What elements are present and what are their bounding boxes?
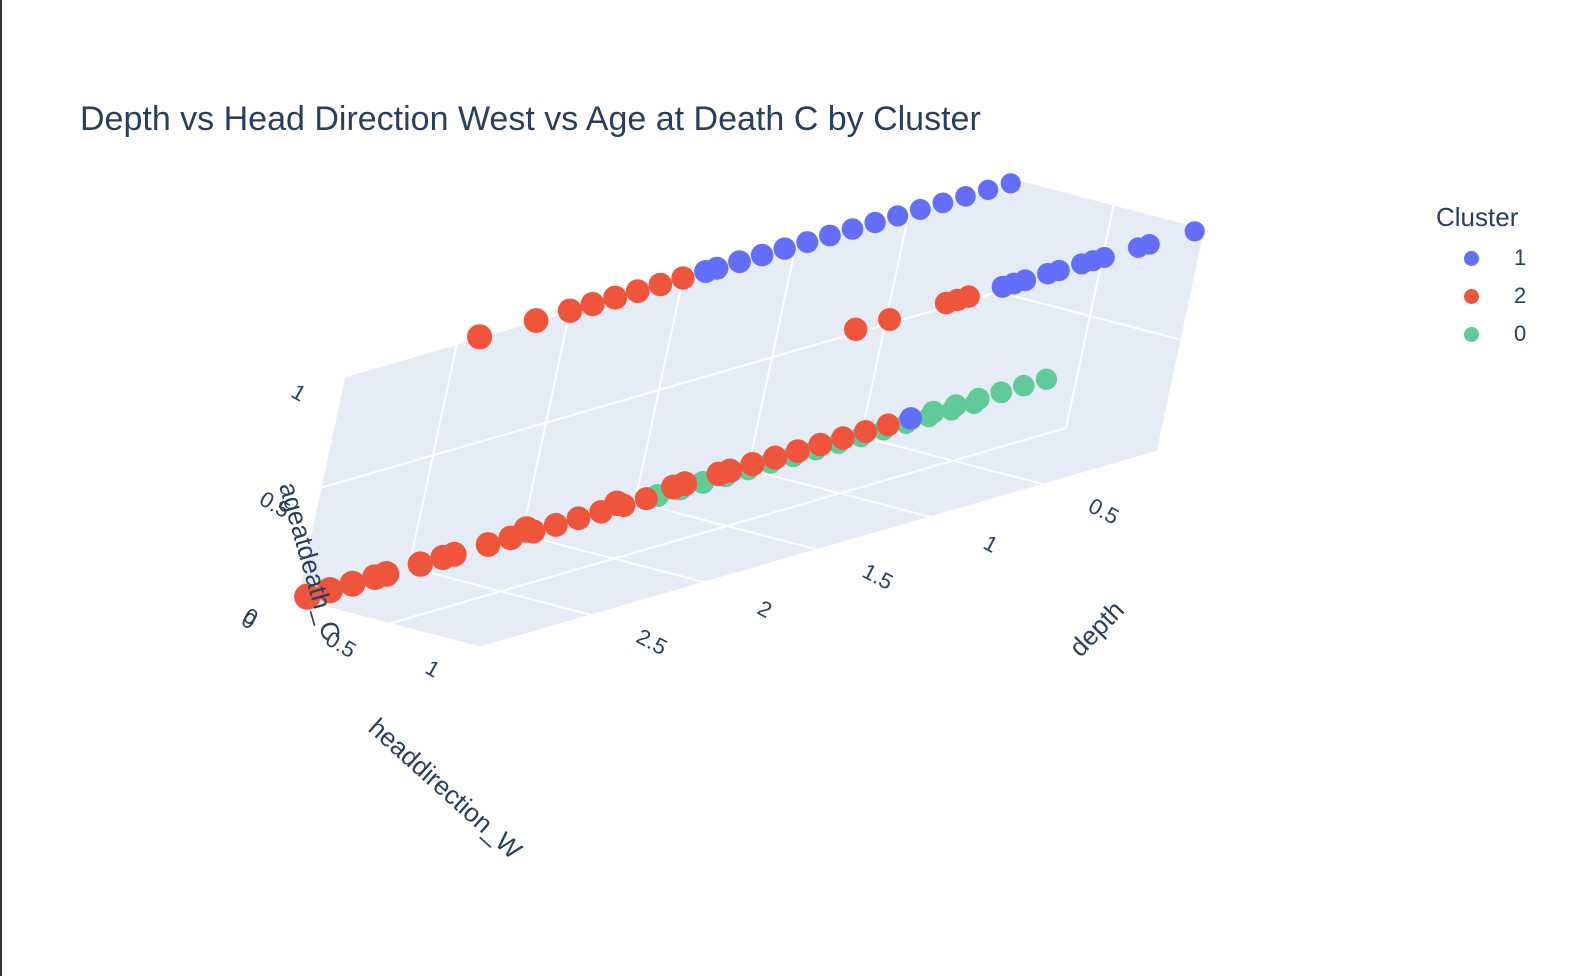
data-point-cluster-2 — [625, 279, 650, 303]
data-point-cluster-2 — [543, 512, 568, 537]
pane-edge — [295, 598, 481, 650]
data-point-cluster-1 — [796, 231, 819, 254]
data-point-cluster-0 — [1013, 374, 1035, 397]
data-point-cluster-2 — [467, 324, 493, 350]
data-point-cluster-2 — [566, 506, 591, 531]
data-point-cluster-0 — [967, 387, 990, 410]
data-point-cluster-1 — [864, 211, 886, 234]
data-point-cluster-1 — [932, 192, 954, 214]
data-point-cluster-0 — [990, 381, 1013, 404]
data-point-cluster-1 — [694, 260, 718, 283]
legend-item-0[interactable]: 0 — [1436, 315, 1576, 353]
data-point-cluster-2 — [362, 564, 388, 590]
legend: Cluster 1 2 0 — [1436, 202, 1576, 353]
data-point-cluster-1 — [955, 186, 976, 207]
pane-edge — [479, 450, 1159, 650]
data-point-cluster-0 — [944, 394, 968, 417]
data-point-cluster-2 — [671, 266, 695, 290]
data-point-cluster-1 — [1037, 262, 1059, 285]
x-tick-label: 1 — [980, 530, 1003, 558]
data-point-cluster-2 — [844, 317, 868, 341]
data-point-cluster-2 — [339, 570, 366, 597]
pane-edge — [1156, 227, 1208, 453]
data-point-cluster-2 — [523, 308, 549, 333]
gridline-floor — [387, 427, 1067, 625]
data-point-cluster-1 — [1184, 221, 1205, 242]
legend-label: 2 — [1514, 283, 1527, 308]
data-point-cluster-2 — [763, 445, 788, 470]
data-point-cluster-2 — [934, 291, 958, 315]
data-point-cluster-2 — [648, 272, 673, 297]
z-tick-label: 0 — [239, 603, 262, 631]
data-point-cluster-1 — [773, 237, 796, 260]
x-axis-title: depth — [1063, 595, 1130, 663]
data-point-cluster-2 — [603, 285, 628, 310]
data-point-cluster-2 — [580, 292, 605, 317]
window-edge — [0, 0, 2, 976]
data-point-cluster-1 — [728, 250, 751, 274]
legend-marker-icon — [1464, 251, 1479, 266]
legend-marker-icon — [1464, 327, 1479, 342]
y-tick-label: 1 — [421, 655, 444, 683]
data-point-cluster-2 — [316, 577, 343, 604]
data-point-cluster-1 — [1071, 253, 1093, 275]
data-point-cluster-1 — [841, 218, 864, 240]
pane-edge — [294, 375, 346, 601]
data-point-cluster-2 — [785, 439, 810, 463]
data-point-cluster-1 — [991, 275, 1014, 298]
data-point-cluster-1 — [1000, 173, 1021, 194]
pane-edge — [1021, 178, 1207, 230]
data-point-cluster-2 — [407, 551, 433, 577]
legend-item-1[interactable]: 1 — [1436, 239, 1576, 277]
data-point-cluster-1 — [909, 198, 931, 220]
y-axis-title: headdirection_W — [363, 712, 528, 865]
x-tick-label: 1.5 — [858, 558, 897, 594]
data-point-cluster-2 — [876, 413, 900, 437]
data-point-cluster-2 — [740, 452, 765, 477]
x-tick-label: 2 — [754, 595, 777, 623]
data-point-cluster-2 — [557, 298, 583, 323]
chart-title: Depth vs Head Direction West vs Age at D… — [80, 100, 981, 138]
legend-marker-icon — [1464, 289, 1479, 304]
data-point-cluster-2 — [513, 516, 540, 543]
data-point-cluster-1 — [750, 243, 774, 267]
data-point-cluster-2 — [831, 426, 855, 450]
legend-item-2[interactable]: 2 — [1436, 277, 1576, 315]
legend-label: 1 — [1514, 245, 1527, 270]
legend-label: 0 — [1514, 321, 1527, 346]
data-point-cluster-2 — [706, 461, 731, 487]
x-tick-label: 2.5 — [632, 624, 671, 660]
data-point-cluster-1 — [977, 179, 999, 200]
legend-title: Cluster — [1436, 202, 1519, 232]
x-tick-label: 0.5 — [1084, 493, 1123, 529]
data-point-cluster-1 — [1127, 237, 1149, 258]
data-point-cluster-2 — [634, 487, 658, 511]
data-point-cluster-1 — [819, 224, 841, 247]
data-point-cluster-2 — [878, 308, 902, 331]
data-point-cluster-2 — [604, 490, 630, 517]
data-point-cluster-0 — [1035, 368, 1058, 390]
data-point-cluster-2 — [294, 583, 321, 610]
data-point-cluster-2 — [854, 420, 878, 443]
data-point-cluster-2 — [661, 474, 686, 500]
data-point-cluster-0 — [922, 400, 945, 424]
data-point-cluster-2 — [475, 532, 501, 557]
data-point-cluster-2 — [808, 432, 833, 457]
data-point-cluster-2 — [430, 544, 456, 571]
gridline-side — [1065, 203, 1115, 429]
z-tick-label: 1 — [287, 379, 310, 407]
data-point-cluster-1 — [899, 407, 923, 430]
data-point-cluster-1 — [887, 205, 909, 227]
